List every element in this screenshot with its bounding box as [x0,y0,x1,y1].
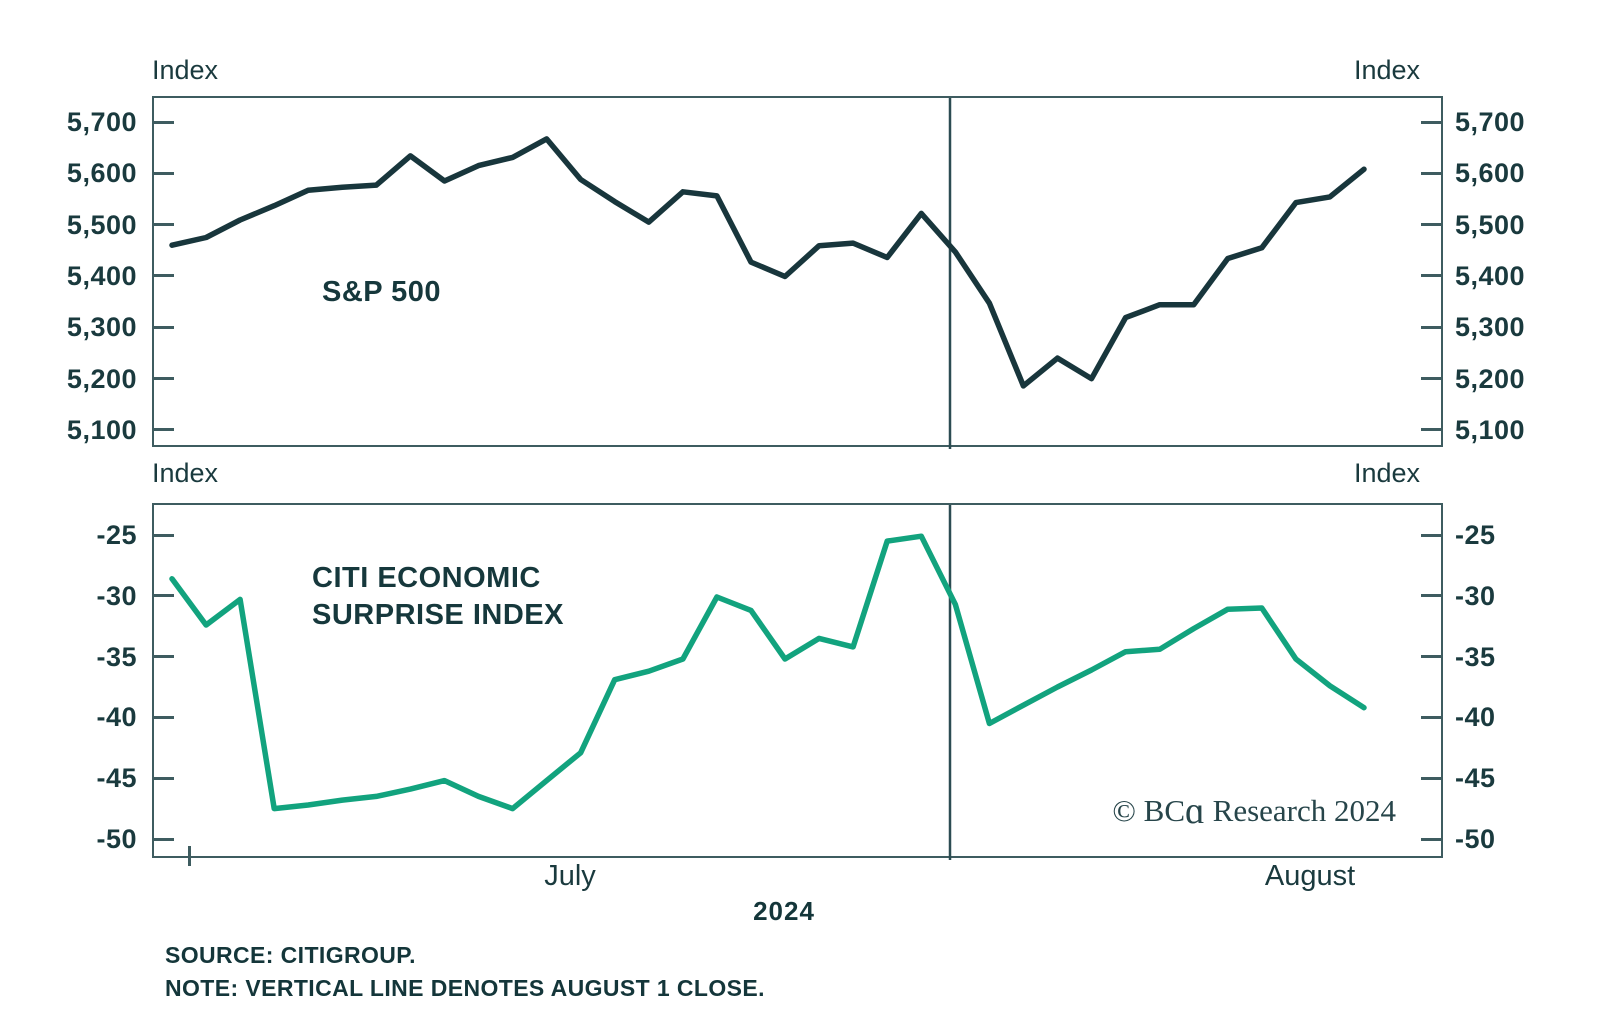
y-axis-tick-label: -40 [96,702,137,733]
xaxis-label-august: August [1264,860,1356,892]
y-axis-tick-label: 5,300 [66,312,137,343]
bottom-left-index-label: Index [152,458,219,488]
y-axis-tick-label: 5,700 [1455,107,1526,137]
watermark-alpha-glyph: ɑ [1185,790,1205,832]
y-axis-tick [1421,715,1441,719]
y-axis-tick-label: 5,300 [1455,312,1526,343]
y-axis-tick-label: 5,500 [66,209,137,240]
y-axis-tick [154,837,174,841]
y-axis-tick-label: -30 [96,580,137,611]
y-axis-tick-label: 5,200 [66,363,137,394]
watermark-suffix: Research 2024 [1204,793,1396,828]
y-axis-tick [154,428,174,432]
y-axis-tick [1421,837,1441,841]
y-axis-tick [1421,377,1441,381]
y-axis-tick [154,594,174,598]
y-axis-tick-label: 5,700 [66,107,137,137]
y-axis-tick [154,325,174,329]
cesi-series-label: CITI ECONOMIC SURPRISE INDEX [312,562,564,632]
y-axis-tick [1421,594,1441,598]
bottom-right-index-label: Index [1353,458,1420,488]
vertical-line-note: NOTE: VERTICAL LINE DENOTES AUGUST 1 CLO… [165,975,765,1001]
y-axis-tick [1421,274,1441,278]
y-axis-tick [1421,223,1441,227]
y-axis-tick [1421,325,1441,329]
y-axis-tick-label: 5,100 [66,414,137,445]
y-axis-tick [154,655,174,659]
y-axis-tick-label: 5,400 [66,260,137,291]
y-axis-tick-label: -40 [1455,702,1496,733]
y-axis-tick-label: -45 [1455,763,1496,794]
y-axis-tick-label: -50 [1455,824,1496,854]
y-axis-tick-label: -25 [1455,520,1496,550]
y-axis-tick-label: -25 [96,520,137,550]
y-axis-tick-label: -50 [96,824,137,854]
y-axis-tick [154,223,174,227]
y-axis-tick [154,171,174,175]
sp500-line [169,136,1367,389]
cesi-chart-svg [169,505,1367,860]
cesi-line [169,533,1367,812]
xaxis-label-july: July [544,860,596,892]
y-axis-tick [154,715,174,719]
y-axis-tick-label: 5,600 [66,158,137,189]
y-axis-tick-label: 5,100 [1455,414,1526,445]
y-axis-tick-label: 5,600 [1455,158,1526,189]
cesi-plot-area: CITI ECONOMIC SURPRISE INDEX © BCɑ Resea… [96,503,1495,860]
xaxis-label-year: 2024 [753,896,815,926]
y-axis-tick [1421,428,1441,432]
top-left-index-label: Index [152,55,219,85]
y-axis-tick [1421,655,1441,659]
y-axis-tick-label: 5,400 [1455,260,1526,291]
y-axis-tick [154,377,174,381]
y-axis-tick [154,533,174,537]
y-axis-tick [1421,171,1441,175]
source-note: SOURCE: CITIGROUP. [165,942,416,968]
watermark-prefix: © BC [1112,793,1186,828]
y-axis-tick [154,776,174,780]
bca-research-watermark: © BCɑ Research 2024 [1112,792,1396,830]
y-axis-tick-label: -45 [96,763,137,794]
y-axis-tick [154,274,174,278]
y-axis-tick-label: -30 [1455,580,1496,611]
y-axis-tick [154,120,174,124]
sp500-chart-svg [169,98,1367,449]
top-right-index-label: Index [1353,55,1420,85]
y-axis-tick [1421,776,1441,780]
y-axis-tick-label: 5,200 [1455,363,1526,394]
y-axis-tick [1421,533,1441,537]
sp500-series-label: S&P 500 [322,276,442,308]
y-axis-tick-label: 5,500 [1455,209,1526,240]
july1-xaxis-tick [188,846,191,866]
sp500-plot-area: S&P 500 5,700 5,700 5,600 5,600 5,500 5,500 5,… [67,96,1525,449]
y-axis-tick-label: -35 [1455,641,1496,672]
y-axis-tick [1421,120,1441,124]
y-axis-tick-label: -35 [96,641,137,672]
